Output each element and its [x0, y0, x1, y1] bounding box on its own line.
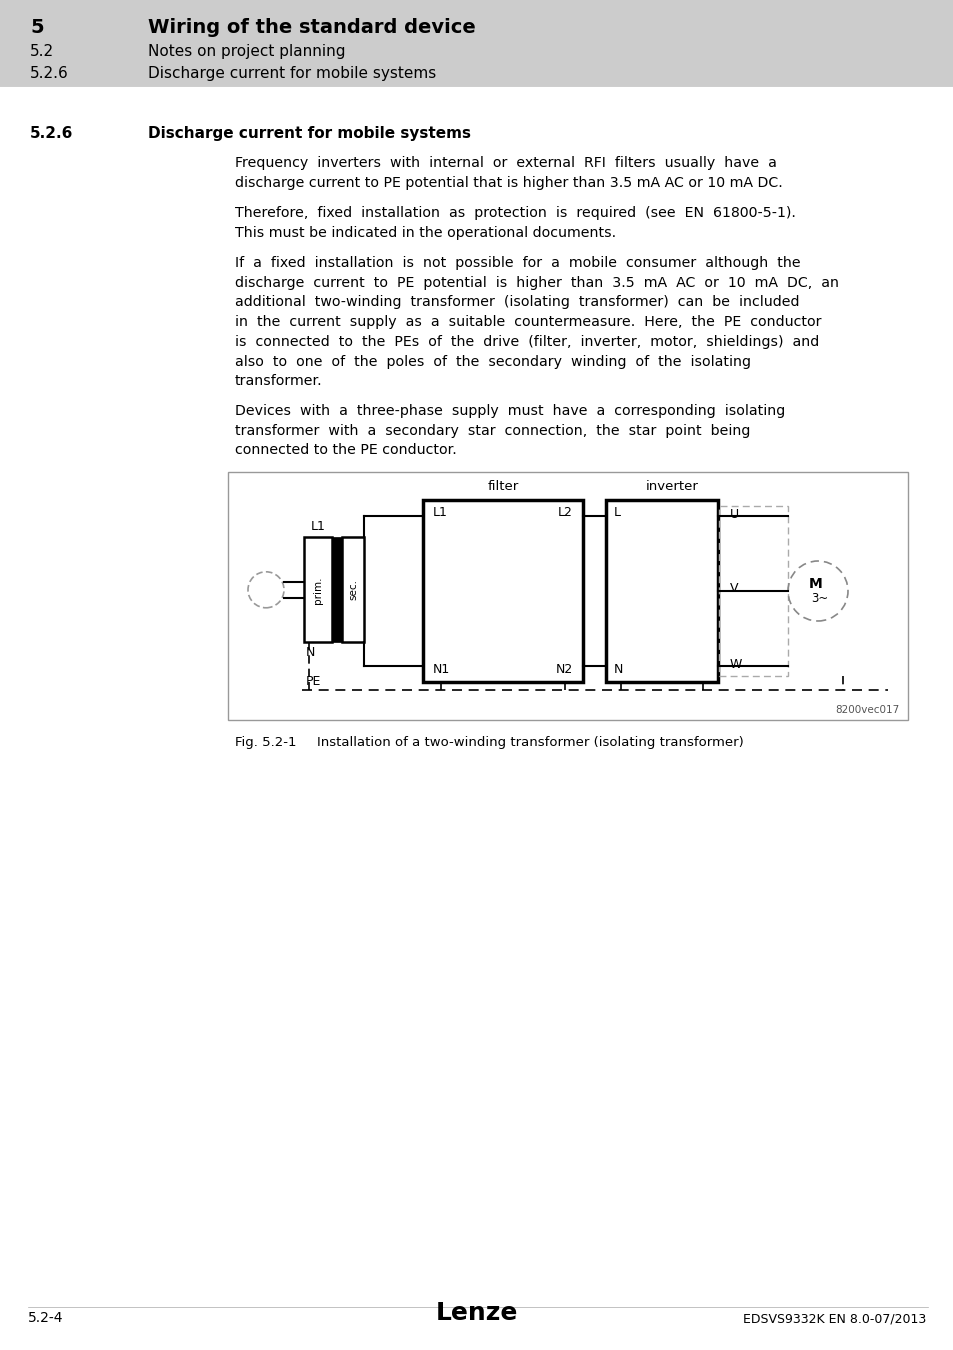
Text: N: N: [306, 647, 315, 659]
Text: L: L: [614, 506, 620, 518]
Text: Therefore,  fixed  installation  as  protection  is  required  (see  EN  61800-5: Therefore, fixed installation as protect…: [234, 207, 795, 240]
Text: L1: L1: [433, 506, 447, 518]
Text: M: M: [808, 576, 822, 591]
Bar: [719, 506, 787, 676]
Bar: [304, 537, 332, 643]
Bar: [228, 472, 907, 720]
Text: filter: filter: [487, 481, 518, 493]
Text: 8200vec017: 8200vec017: [835, 705, 899, 716]
Bar: [605, 500, 718, 682]
Bar: [422, 500, 582, 682]
Text: EDSVS9332K EN 8.0-07/2013: EDSVS9332K EN 8.0-07/2013: [742, 1312, 925, 1324]
Text: N: N: [614, 663, 622, 676]
Text: 5.2.6: 5.2.6: [30, 66, 69, 81]
Text: Discharge current for mobile systems: Discharge current for mobile systems: [148, 66, 436, 81]
Bar: [0, 0, 953, 88]
Text: L2: L2: [558, 506, 573, 518]
Text: 5: 5: [30, 18, 44, 36]
Text: Installation of a two-winding transformer (isolating transformer): Installation of a two-winding transforme…: [316, 736, 743, 749]
Text: Wiring of the standard device: Wiring of the standard device: [148, 18, 476, 36]
Text: 3~: 3~: [810, 593, 828, 606]
Text: 5.2-4: 5.2-4: [28, 1311, 64, 1324]
Text: N2: N2: [556, 663, 573, 676]
Text: W: W: [729, 657, 741, 671]
Text: U: U: [729, 508, 739, 521]
Text: inverter: inverter: [645, 481, 698, 493]
Text: Discharge current for mobile systems: Discharge current for mobile systems: [148, 126, 471, 140]
Text: 5.2.6: 5.2.6: [30, 126, 73, 140]
Text: N1: N1: [433, 663, 450, 676]
Text: Devices  with  a  three-phase  supply  must  have  a  corresponding  isolating
t: Devices with a three-phase supply must h…: [234, 404, 784, 458]
Text: sec.: sec.: [348, 579, 357, 601]
Text: Lenze: Lenze: [436, 1301, 517, 1324]
Text: prim.: prim.: [313, 576, 323, 603]
Text: Fig. 5.2-1: Fig. 5.2-1: [234, 736, 296, 749]
Bar: [341, 537, 364, 643]
Text: PE: PE: [306, 675, 321, 688]
Bar: [332, 537, 341, 643]
Text: 5.2: 5.2: [30, 45, 54, 59]
Text: Frequency  inverters  with  internal  or  external  RFI  filters  usually  have : Frequency inverters with internal or ext…: [234, 157, 781, 190]
Text: If  a  fixed  installation  is  not  possible  for  a  mobile  consumer  althoug: If a fixed installation is not possible …: [234, 256, 838, 389]
Text: Notes on project planning: Notes on project planning: [148, 45, 345, 59]
Text: L1: L1: [311, 521, 325, 533]
Text: V: V: [729, 582, 738, 595]
